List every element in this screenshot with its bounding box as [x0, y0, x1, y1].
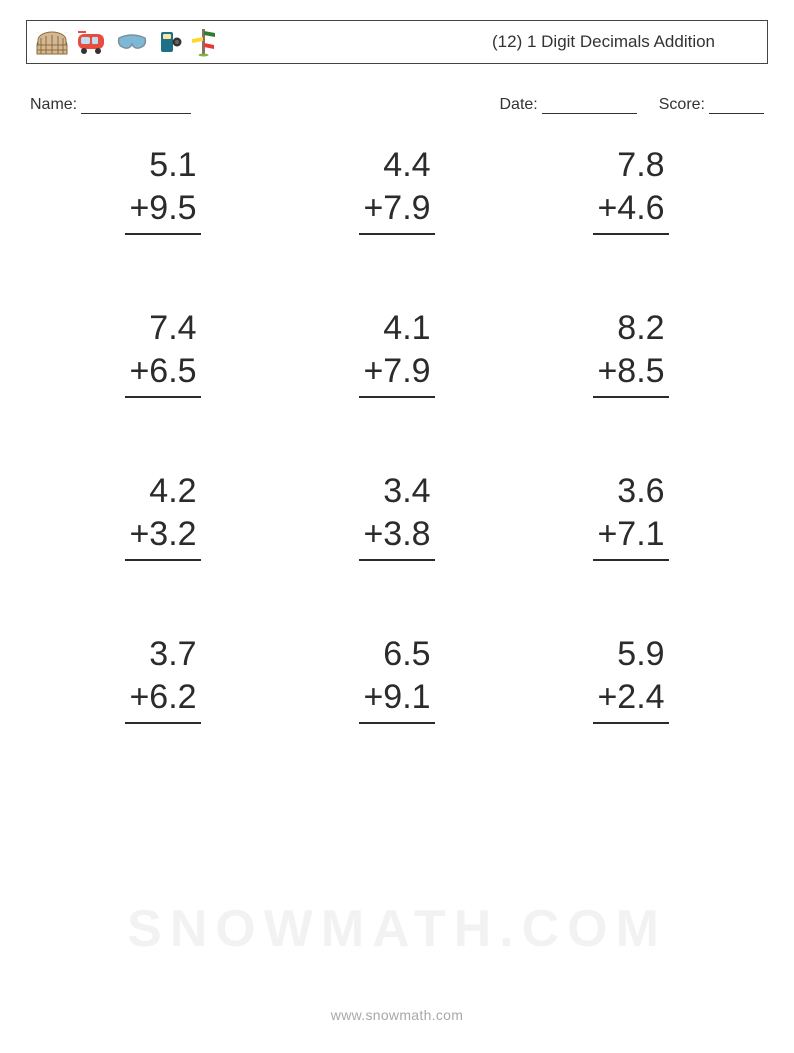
problem: 7.4+6.5 — [56, 307, 270, 398]
problems-grid: 5.1+9.54.4+7.97.8+4.67.4+6.54.1+7.98.2+8… — [26, 144, 768, 724]
operand-top: 4.2 — [125, 470, 200, 513]
operand-bottom: +9.1 — [359, 676, 434, 725]
operand-bottom: +8.5 — [593, 350, 668, 399]
footer-url: www.snowmath.com — [0, 1007, 794, 1023]
watermark: SNOWMATH.COM — [0, 899, 794, 959]
problem: 5.9+2.4 — [524, 633, 738, 724]
problem: 3.6+7.1 — [524, 470, 738, 561]
name-blank[interactable] — [81, 98, 191, 114]
problem: 7.8+4.6 — [524, 144, 738, 235]
operand-bottom: +3.8 — [359, 513, 434, 562]
tram-icon — [75, 28, 109, 56]
operand-top: 4.1 — [359, 307, 434, 350]
colosseum-icon — [35, 28, 69, 56]
problem: 5.1+9.5 — [56, 144, 270, 235]
problem: 4.2+3.2 — [56, 470, 270, 561]
problem: 4.4+7.9 — [290, 144, 504, 235]
operand-top: 4.4 — [359, 144, 434, 187]
problem: 6.5+9.1 — [290, 633, 504, 724]
signpost-icon — [191, 27, 217, 57]
operand-bottom: +3.2 — [125, 513, 200, 562]
operand-top: 6.5 — [359, 633, 434, 676]
operand-bottom: +2.4 — [593, 676, 668, 725]
worksheet-header: (12) 1 Digit Decimals Addition — [26, 20, 768, 64]
operand-top: 8.2 — [593, 307, 668, 350]
goggles-icon — [115, 28, 149, 56]
operand-top: 5.1 — [125, 144, 200, 187]
operand-top: 7.8 — [593, 144, 668, 187]
score-label: Score: — [659, 96, 705, 114]
operand-bottom: +4.6 — [593, 187, 668, 236]
header-icon-strip — [35, 27, 217, 57]
score-blank[interactable] — [709, 98, 764, 114]
info-row: Name: Date: Score: — [26, 96, 768, 114]
problem: 3.4+3.8 — [290, 470, 504, 561]
operand-top: 3.4 — [359, 470, 434, 513]
operand-top: 3.6 — [593, 470, 668, 513]
worksheet-title: (12) 1 Digit Decimals Addition — [492, 32, 755, 52]
name-label: Name: — [30, 96, 77, 114]
operand-bottom: +6.2 — [125, 676, 200, 725]
problem: 8.2+8.5 — [524, 307, 738, 398]
operand-bottom: +6.5 — [125, 350, 200, 399]
operand-bottom: +7.9 — [359, 350, 434, 399]
operand-bottom: +7.1 — [593, 513, 668, 562]
problem: 3.7+6.2 — [56, 633, 270, 724]
date-label: Date: — [500, 96, 538, 114]
operand-bottom: +7.9 — [359, 187, 434, 236]
operand-top: 3.7 — [125, 633, 200, 676]
date-blank[interactable] — [542, 98, 637, 114]
camera-icon — [155, 28, 185, 56]
operand-top: 7.4 — [125, 307, 200, 350]
problem: 4.1+7.9 — [290, 307, 504, 398]
operand-top: 5.9 — [593, 633, 668, 676]
operand-bottom: +9.5 — [125, 187, 200, 236]
